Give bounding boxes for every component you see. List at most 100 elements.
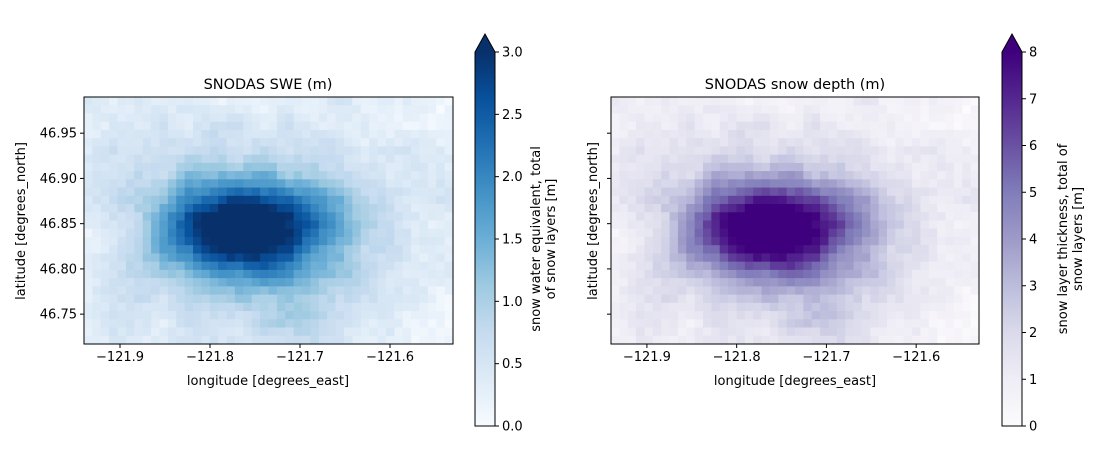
swe-cell <box>260 286 270 296</box>
swe-cell <box>427 319 437 329</box>
swe-cell <box>251 212 261 222</box>
depth-cell <box>703 220 712 230</box>
swe-cell <box>335 319 345 329</box>
swe-cell <box>201 236 211 246</box>
depth-cell <box>744 294 754 304</box>
swe-cell <box>243 212 253 222</box>
depth-cell <box>719 146 729 156</box>
depth-cell <box>728 204 738 213</box>
depth-cell <box>945 138 955 147</box>
swe-y-tick-label: 46.85 <box>40 217 77 232</box>
swe-cell <box>193 162 203 172</box>
swe-cell <box>234 146 244 156</box>
swe-cell <box>234 335 244 345</box>
depth-cell <box>686 319 696 329</box>
depth-cell <box>945 113 955 123</box>
swe-cell <box>360 121 370 131</box>
depth-cell <box>920 97 930 106</box>
swe-cell <box>209 154 219 164</box>
depth-cell <box>686 113 696 123</box>
swe-cell <box>293 245 303 255</box>
swe-cell <box>159 162 169 172</box>
depth-cell <box>652 228 662 238</box>
depth-cell <box>887 154 896 164</box>
swe-heatmap <box>84 97 454 345</box>
depth-cell <box>627 154 637 164</box>
depth-y-axis-label: latitude [degrees_north] <box>586 142 601 300</box>
swe-cell <box>92 261 102 271</box>
swe-cell <box>444 97 454 106</box>
swe-cell <box>226 335 236 345</box>
swe-cell <box>226 162 236 172</box>
depth-cell <box>719 253 729 263</box>
swe-cell <box>193 212 203 222</box>
swe-cell <box>134 129 144 139</box>
swe-cell <box>293 327 303 337</box>
depth-cell <box>719 294 729 304</box>
swe-cell <box>318 162 328 172</box>
swe-cell <box>385 253 395 263</box>
swe-cell <box>268 302 278 312</box>
swe-cell <box>310 286 320 296</box>
swe-cell <box>134 97 144 106</box>
swe-cell <box>251 154 261 164</box>
depth-cell <box>937 327 947 337</box>
swe-cell <box>176 187 186 197</box>
depth-cell <box>895 269 905 279</box>
depth-colorbar-tick-label: 2 <box>1029 326 1037 341</box>
swe-cell <box>419 286 429 296</box>
depth-cell <box>962 286 972 296</box>
depth-cell <box>962 179 972 189</box>
swe-cell <box>318 311 328 320</box>
swe-cell <box>226 311 236 320</box>
swe-cell <box>167 195 177 205</box>
swe-cell <box>444 236 454 246</box>
depth-cell <box>820 319 830 329</box>
swe-cell <box>444 228 454 238</box>
depth-cell <box>686 278 696 287</box>
depth-cell <box>878 319 888 329</box>
depth-cell <box>820 269 830 279</box>
depth-cell <box>636 154 646 164</box>
depth-cell <box>878 212 888 222</box>
swe-cell <box>125 154 135 164</box>
depth-cell <box>836 105 846 115</box>
swe-cell <box>218 121 228 131</box>
depth-cell <box>736 121 746 131</box>
swe-cell <box>142 294 152 304</box>
depth-cell <box>703 162 712 172</box>
swe-cell <box>201 220 211 230</box>
depth-cell <box>719 302 729 312</box>
depth-cell <box>903 261 913 271</box>
swe-cell <box>302 228 312 238</box>
depth-cell <box>744 269 754 279</box>
depth-cell <box>895 179 905 189</box>
depth-cell <box>853 97 863 106</box>
swe-cell <box>419 154 429 164</box>
swe-cell <box>234 220 244 230</box>
depth-cell <box>970 286 980 296</box>
swe-cell <box>234 327 244 337</box>
swe-cell <box>377 228 387 238</box>
depth-cell <box>769 179 779 189</box>
depth-cell <box>887 236 896 246</box>
depth-cell <box>811 311 821 320</box>
depth-cell <box>677 113 687 123</box>
depth-panel: SNODAS snow depth (m) longitude [degrees… <box>586 32 1086 435</box>
swe-cell <box>176 171 186 180</box>
swe-cell <box>335 195 345 205</box>
depth-cell <box>937 171 947 180</box>
depth-cell <box>820 162 830 172</box>
depth-cell <box>962 228 972 238</box>
depth-cell <box>644 129 654 139</box>
depth-cell <box>611 286 620 296</box>
swe-cell <box>218 302 228 312</box>
depth-cell <box>661 179 671 189</box>
swe-cell <box>176 179 186 189</box>
depth-cell <box>769 162 779 172</box>
depth-cell <box>820 245 830 255</box>
swe-cell <box>176 97 186 106</box>
swe-cell <box>394 179 404 189</box>
depth-cell <box>811 220 821 230</box>
swe-cell <box>327 327 337 337</box>
